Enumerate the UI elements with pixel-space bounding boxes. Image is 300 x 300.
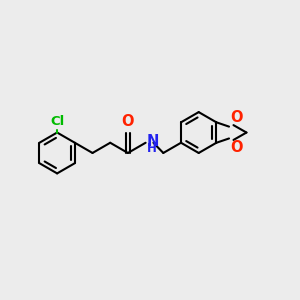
Text: N: N: [147, 134, 160, 149]
Text: O: O: [230, 140, 243, 155]
Text: O: O: [230, 110, 243, 125]
Text: H: H: [147, 142, 157, 155]
Text: O: O: [122, 114, 134, 129]
Text: Cl: Cl: [50, 115, 64, 128]
